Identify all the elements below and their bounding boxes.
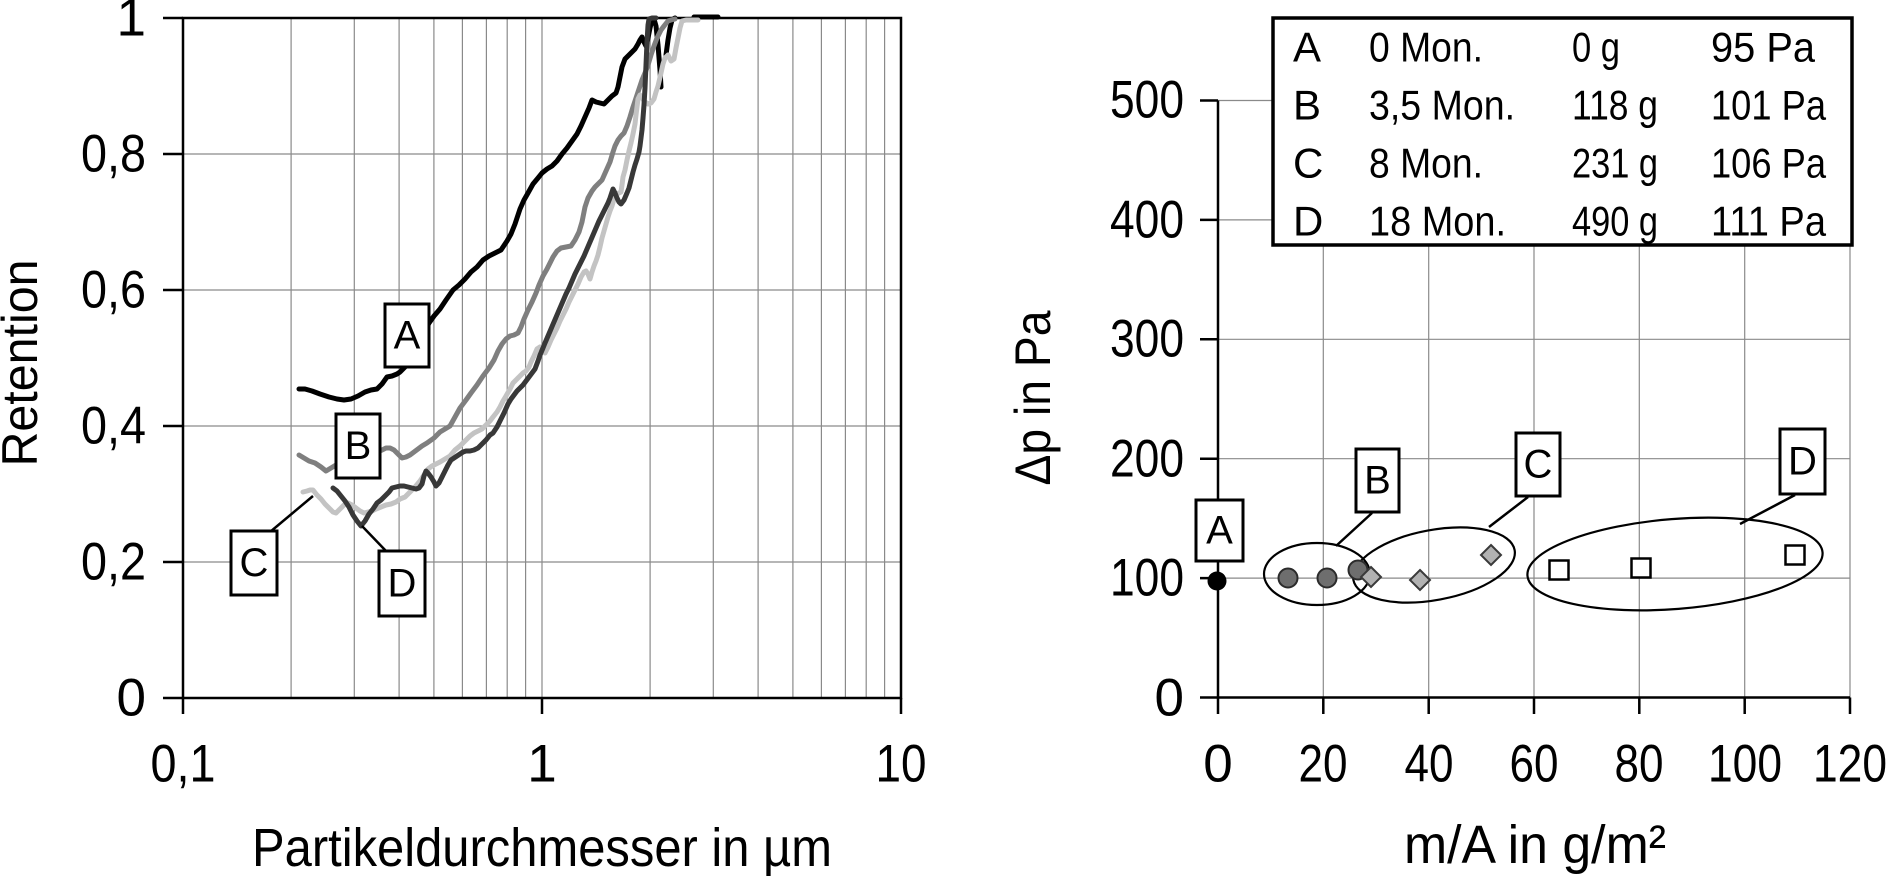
svg-text:D: D <box>1293 198 1323 245</box>
svg-text:0: 0 <box>1203 735 1232 794</box>
svg-text:Retention: Retention <box>0 260 48 467</box>
svg-text:111 Pa: 111 Pa <box>1711 198 1827 245</box>
svg-text:20: 20 <box>1299 735 1348 794</box>
svg-text:B: B <box>345 424 372 468</box>
svg-text:200: 200 <box>1110 430 1184 489</box>
svg-text:0,1: 0,1 <box>151 735 216 794</box>
svg-text:10: 10 <box>876 735 927 794</box>
svg-text:0,6: 0,6 <box>81 261 146 320</box>
svg-text:A: A <box>1293 24 1321 71</box>
svg-text:18 Mon.: 18 Mon. <box>1369 198 1506 245</box>
svg-text:0: 0 <box>117 669 146 728</box>
svg-text:Partikeldurchmesser in µm: Partikeldurchmesser in µm <box>252 818 832 876</box>
svg-text:D: D <box>1788 440 1817 484</box>
svg-text:101 Pa: 101 Pa <box>1711 82 1827 129</box>
svg-text:40: 40 <box>1405 735 1454 794</box>
svg-text:100: 100 <box>1708 735 1782 794</box>
svg-text:C: C <box>1293 140 1323 187</box>
svg-text:80: 80 <box>1615 735 1664 794</box>
svg-text:3,5 Mon.: 3,5 Mon. <box>1369 82 1515 129</box>
svg-text:400: 400 <box>1110 191 1184 250</box>
svg-text:490 g: 490 g <box>1572 198 1658 245</box>
svg-text:0,4: 0,4 <box>81 397 146 456</box>
svg-text:0: 0 <box>1155 669 1184 728</box>
svg-text:0 g: 0 g <box>1572 24 1620 71</box>
svg-text:0,8: 0,8 <box>81 125 146 184</box>
svg-text:1: 1 <box>527 735 556 794</box>
svg-text:8 Mon.: 8 Mon. <box>1369 140 1483 187</box>
svg-text:C: C <box>1524 443 1553 487</box>
svg-text:m/A in g/m²: m/A in g/m² <box>1404 815 1666 875</box>
svg-text:100: 100 <box>1110 549 1184 608</box>
svg-text:A: A <box>394 314 421 358</box>
svg-text:1: 1 <box>117 0 146 48</box>
svg-text:0,2: 0,2 <box>81 533 146 592</box>
svg-text:300: 300 <box>1110 310 1184 369</box>
svg-text:106 Pa: 106 Pa <box>1711 140 1827 187</box>
svg-text:B: B <box>1364 459 1391 503</box>
svg-text:D: D <box>388 562 417 606</box>
svg-text:A: A <box>1206 509 1233 553</box>
svg-text:Δp in Pa: Δp in Pa <box>1005 310 1061 485</box>
svg-text:60: 60 <box>1510 735 1559 794</box>
svg-text:C: C <box>240 541 269 585</box>
svg-text:120: 120 <box>1813 735 1887 794</box>
svg-text:231 g: 231 g <box>1572 140 1658 187</box>
svg-text:500: 500 <box>1110 71 1184 130</box>
svg-text:118 g: 118 g <box>1572 82 1658 129</box>
svg-text:95 Pa: 95 Pa <box>1711 24 1816 71</box>
svg-text:0 Mon.: 0 Mon. <box>1369 24 1483 71</box>
svg-text:B: B <box>1293 82 1321 129</box>
